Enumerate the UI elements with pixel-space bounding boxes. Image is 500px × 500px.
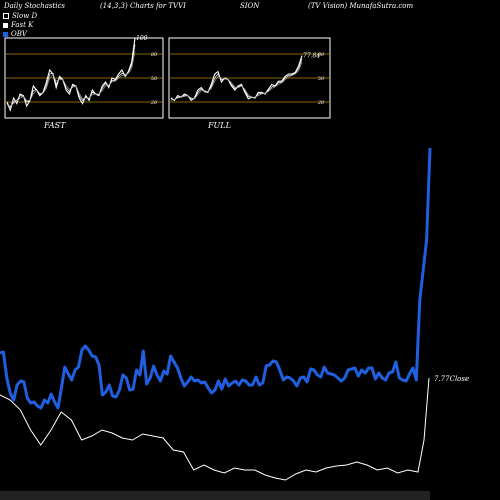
fast-series-line-2 — [6, 51, 136, 107]
fast-tick-label-50: 50 — [151, 76, 158, 82]
legend-swatch-obv — [3, 31, 8, 37]
close-price-line — [0, 377, 430, 481]
fast-last-value-label: 100 — [136, 35, 148, 42]
fast-series-line-1 — [6, 44, 136, 108]
full-series-line-2 — [170, 61, 303, 101]
obv-panel-baseline — [0, 491, 430, 500]
legend-slow-d: Slow D — [3, 12, 37, 20]
fast-tick-label-20: 20 — [150, 100, 158, 106]
legend-label-fast-k: Fast K — [11, 21, 34, 29]
fast-tick-label-80: 80 — [151, 52, 158, 58]
full-tick-label-80: 80 — [318, 52, 325, 58]
legend-swatch-slow-d — [3, 13, 9, 19]
full-tick-label-20: 20 — [317, 100, 325, 106]
header-mid: (14,3,3) Charts for TVVI — [100, 2, 186, 10]
legend-label-obv: OBV — [11, 30, 27, 38]
fast-series-line-0 — [6, 37, 136, 112]
full-series-line-1 — [170, 58, 303, 100]
full-tick-label-50: 50 — [318, 76, 325, 82]
obv-series-line — [0, 147, 432, 410]
header-mid2: SION — [240, 2, 260, 10]
header-left: Daily Stochastics — [4, 2, 66, 10]
legend-fast-k: Fast K — [3, 21, 33, 29]
full-panel-label: FULL — [208, 121, 231, 130]
legend-swatch-fast-k — [3, 22, 8, 28]
fast-panel-label: FAST — [44, 121, 66, 130]
header-right: (TV Vision) MunafaSutra.com — [308, 2, 414, 10]
legend-obv: OBV — [3, 30, 27, 38]
full-series-line-0 — [170, 55, 303, 102]
legend-label-slow-d: Slow D — [12, 12, 38, 20]
close-price-label: 7.77Close — [434, 375, 469, 383]
full-last-value-label: 77.84 — [303, 53, 320, 60]
